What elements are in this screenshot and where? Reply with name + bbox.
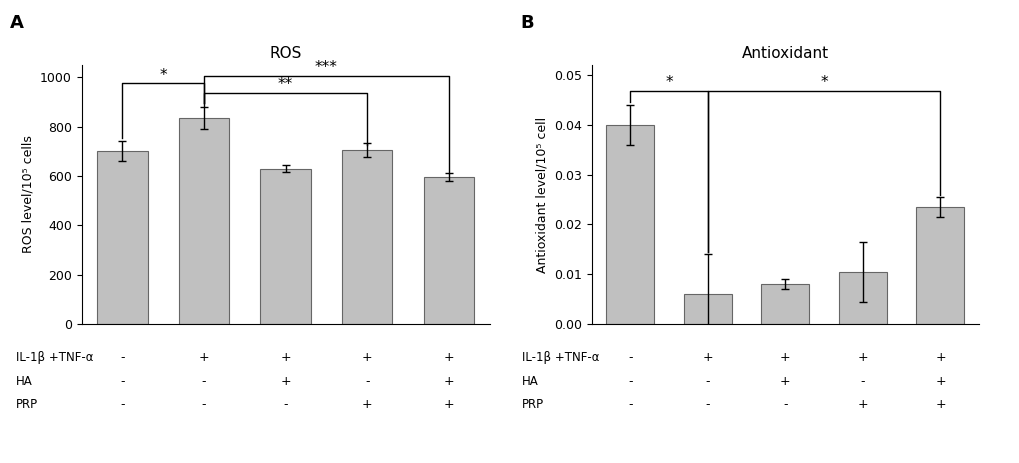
Text: PRP: PRP [522,398,543,411]
Y-axis label: ROS level/10⁵ cells: ROS level/10⁵ cells [21,136,35,253]
Bar [178,118,229,324]
Text: -: - [202,375,206,388]
Bar [915,207,964,324]
Bar [760,284,809,324]
Text: -: - [628,375,632,388]
Text: ***: *** [315,61,337,75]
Text: +: + [280,375,290,388]
Text: -: - [705,398,709,411]
Bar [341,150,392,324]
Text: -: - [283,398,287,411]
Text: +: + [934,351,945,364]
Text: IL-1β +TNF-α: IL-1β +TNF-α [522,351,599,364]
Text: HA: HA [522,375,538,388]
Title: ROS: ROS [269,46,302,61]
Title: Antioxidant: Antioxidant [741,46,828,61]
Text: *: * [819,75,827,90]
Bar [260,169,311,324]
Text: +: + [934,375,945,388]
Text: -: - [628,351,632,364]
Text: +: + [780,375,790,388]
Text: +: + [199,351,209,364]
Text: +: + [780,351,790,364]
Text: +: + [280,351,290,364]
Text: -: - [628,398,632,411]
Text: -: - [120,375,124,388]
Text: +: + [443,398,453,411]
Text: +: + [362,398,372,411]
Text: -: - [120,351,124,364]
Text: *: * [159,68,167,83]
Text: -: - [705,375,709,388]
Text: B: B [520,14,533,32]
Text: -: - [783,398,787,411]
Text: +: + [362,351,372,364]
Text: IL-1β +TNF-α: IL-1β +TNF-α [16,351,94,364]
Text: -: - [860,375,864,388]
Text: -: - [202,398,206,411]
Text: +: + [443,351,453,364]
Text: PRP: PRP [16,398,39,411]
Text: +: + [857,351,867,364]
Text: -: - [120,398,124,411]
Text: +: + [702,351,712,364]
Y-axis label: Antioxidant level/10⁵ cell: Antioxidant level/10⁵ cell [535,116,548,273]
Text: **: ** [278,77,292,92]
Text: A: A [10,14,24,32]
Bar [423,177,474,324]
Text: +: + [857,398,867,411]
Bar [683,294,732,324]
Text: +: + [934,398,945,411]
Text: HA: HA [16,375,33,388]
Bar [838,272,887,324]
Text: -: - [365,375,369,388]
Bar [97,151,148,324]
Bar [605,125,654,324]
Text: +: + [443,375,453,388]
Text: *: * [664,75,673,90]
